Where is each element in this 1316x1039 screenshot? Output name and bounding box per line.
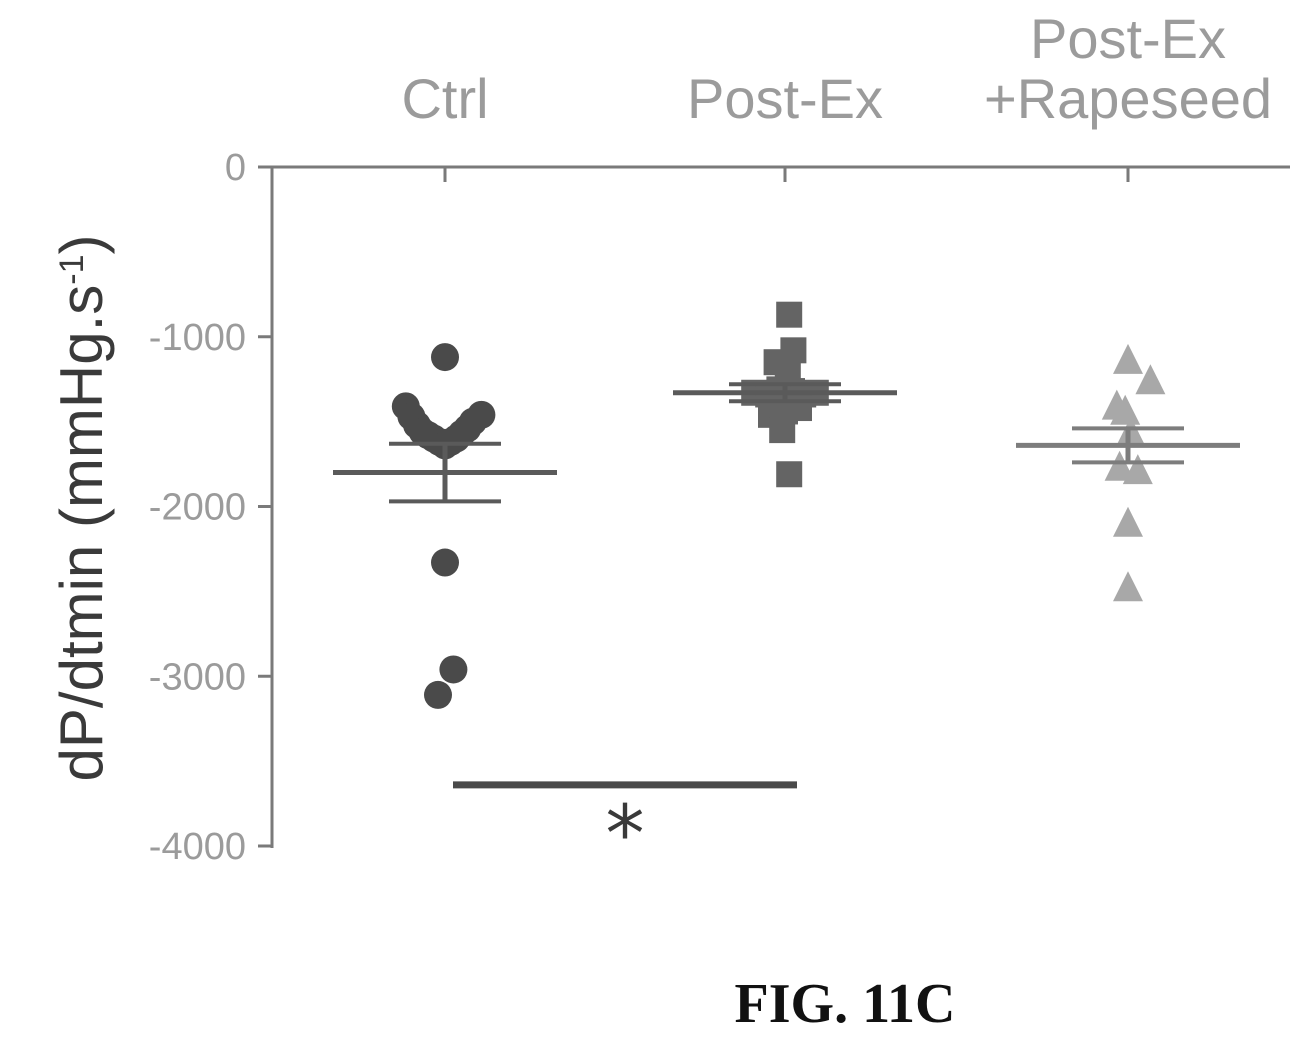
data-point-ctrl <box>431 548 459 577</box>
y-ticks: 0 -1000 -2000 -3000 -4000 <box>149 147 272 868</box>
y-axis-label: dP/dtmin (mmHg.s-1) <box>48 235 115 782</box>
y-axis-label-main: dP/dtmin (mmHg.s <box>48 285 115 782</box>
data-point-post-ex <box>776 461 803 488</box>
significance-star: * <box>606 790 645 880</box>
y-tick-label: -2000 <box>149 487 246 529</box>
data-point-post-ex-rapeseed <box>1135 364 1166 395</box>
group-label: Ctrl <box>401 67 488 130</box>
data-point-post-ex <box>769 417 796 444</box>
data-point-post-ex-rapeseed <box>1113 506 1143 537</box>
significance-annotations: * <box>453 781 797 880</box>
figure-label: FIG. 11C <box>735 973 956 1035</box>
y-tick-label: -4000 <box>149 826 246 868</box>
data-point-post-ex-rapeseed <box>1122 454 1153 485</box>
y-axis-label-superscript: -1 <box>53 254 91 284</box>
data-point-ctrl <box>431 343 459 372</box>
data-point-ctrl <box>439 655 468 684</box>
axes <box>270 165 1290 848</box>
data-point-ctrl <box>424 680 452 709</box>
summary-bars <box>333 382 1240 504</box>
y-tick-label: -3000 <box>149 656 246 698</box>
y-axis-label-close: ) <box>48 235 115 255</box>
y-tick-label: -1000 <box>149 317 246 359</box>
data-point-post-ex <box>776 301 803 328</box>
data-point-ctrl <box>467 400 496 429</box>
data-point-post-ex-rapeseed <box>1110 394 1141 425</box>
data-point-post-ex-rapeseed <box>1113 343 1143 374</box>
x-ticks <box>443 167 1130 182</box>
data-point-post-ex-rapeseed <box>1104 450 1135 481</box>
group-label: Post-Ex <box>1030 7 1226 70</box>
data-points <box>391 301 1166 709</box>
y-tick-label: 0 <box>225 147 246 189</box>
group-label: Post-Ex <box>687 67 883 130</box>
data-point-post-ex-rapeseed <box>1113 571 1143 602</box>
group-label: +Rapeseed <box>984 67 1272 130</box>
data-point-post-ex-rapeseed <box>1115 416 1146 447</box>
